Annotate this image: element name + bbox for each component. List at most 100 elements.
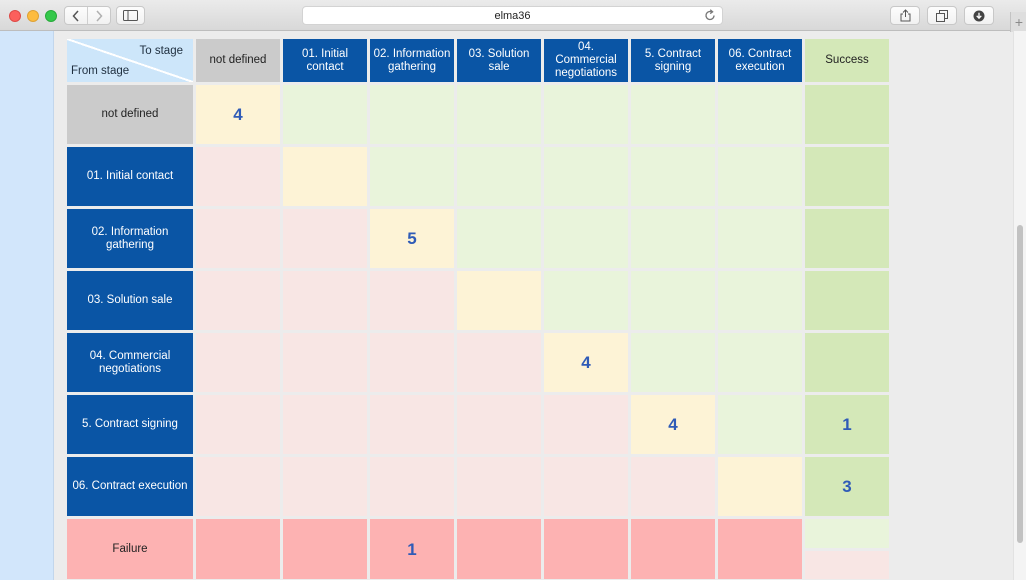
failure-cell[interactable] <box>283 519 367 579</box>
matrix-cell[interactable] <box>283 333 367 392</box>
matrix-corner-header: To stage From stage <box>67 39 193 82</box>
matrix-cell[interactable] <box>631 147 715 206</box>
matrix-cell[interactable] <box>196 333 280 392</box>
matrix-cell[interactable] <box>370 147 454 206</box>
matrix-cell[interactable] <box>718 395 802 454</box>
matrix-cell[interactable] <box>457 457 541 516</box>
matrix-cell[interactable] <box>544 147 628 206</box>
matrix-cell[interactable] <box>370 457 454 516</box>
failure-cell[interactable] <box>457 519 541 579</box>
show-tabs-button[interactable] <box>927 6 957 25</box>
matrix-cell[interactable] <box>631 457 715 516</box>
failure-cell[interactable] <box>544 519 628 579</box>
matrix-cell[interactable] <box>457 85 541 144</box>
failure-cell[interactable]: 1 <box>370 519 454 579</box>
scrollbar-thumb[interactable] <box>1017 225 1023 543</box>
from-stage-label: From stage <box>71 65 130 77</box>
row-header-failure: Failure <box>67 519 193 579</box>
matrix-cell[interactable] <box>370 85 454 144</box>
zoom-window-button[interactable] <box>45 10 57 22</box>
matrix-cell[interactable]: 4 <box>544 333 628 392</box>
matrix-cell[interactable] <box>718 147 802 206</box>
matrix-cell[interactable] <box>196 147 280 206</box>
matrix-cell[interactable] <box>196 209 280 268</box>
matrix-cell[interactable] <box>196 457 280 516</box>
address-bar[interactable]: elma36 <box>302 6 723 25</box>
matrix-cell[interactable]: 4 <box>631 395 715 454</box>
failure-cell[interactable] <box>718 519 802 579</box>
row-header: 06. Contract execution <box>67 457 193 516</box>
matrix-cell[interactable] <box>283 395 367 454</box>
left-panel <box>0 31 54 580</box>
matrix-cell[interactable]: 4 <box>196 85 280 144</box>
matrix-cell[interactable] <box>718 457 802 516</box>
success-cell[interactable]: 1 <box>805 395 889 454</box>
matrix-cell[interactable] <box>457 395 541 454</box>
failure-cell[interactable] <box>631 519 715 579</box>
matrix-cell[interactable] <box>631 85 715 144</box>
matrix-cell[interactable]: 5 <box>370 209 454 268</box>
matrix-cell[interactable] <box>718 85 802 144</box>
matrix-cell[interactable] <box>196 271 280 330</box>
plus-icon: + <box>1014 14 1024 30</box>
matrix-cell[interactable] <box>283 457 367 516</box>
matrix-cell[interactable] <box>544 85 628 144</box>
browser-toolbar: elma36 <box>0 0 1026 31</box>
column-header: 5. Contract signing <box>631 39 715 82</box>
column-header: not defined <box>196 39 280 82</box>
matrix-cell[interactable] <box>718 333 802 392</box>
transition-count: 1 <box>407 539 417 559</box>
matrix-cell[interactable] <box>457 271 541 330</box>
failure-success-cell <box>805 519 889 579</box>
matrix-cell[interactable] <box>631 209 715 268</box>
close-window-button[interactable] <box>9 10 21 22</box>
row-header: 04. Commercial negotiations <box>67 333 193 392</box>
matrix-cell[interactable] <box>370 395 454 454</box>
matrix-cell[interactable] <box>283 147 367 206</box>
transition-count: 4 <box>581 353 591 372</box>
matrix-cell[interactable] <box>283 209 367 268</box>
matrix-cell[interactable] <box>196 395 280 454</box>
matrix-cell[interactable] <box>544 457 628 516</box>
back-button[interactable] <box>65 7 87 24</box>
forward-button[interactable] <box>87 7 110 24</box>
matrix-cell[interactable] <box>370 333 454 392</box>
matrix-cell[interactable] <box>718 209 802 268</box>
success-cell[interactable] <box>805 271 889 330</box>
matrix-cell[interactable] <box>544 395 628 454</box>
matrix-cell[interactable] <box>457 209 541 268</box>
success-cell[interactable] <box>805 85 889 144</box>
reload-icon[interactable] <box>704 9 716 22</box>
matrix-cell[interactable] <box>631 333 715 392</box>
sidebar-icon <box>123 10 138 21</box>
back-icon <box>72 9 79 22</box>
sidebar-toggle-button[interactable] <box>116 6 145 25</box>
matrix-cell[interactable] <box>283 271 367 330</box>
matrix-cell[interactable] <box>718 271 802 330</box>
failure-success-lower <box>805 550 889 579</box>
column-header-success: Success <box>805 39 889 82</box>
transition-count: 4 <box>233 105 243 124</box>
transition-count: 1 <box>842 415 852 434</box>
matrix-cell[interactable] <box>370 271 454 330</box>
success-cell[interactable] <box>805 333 889 392</box>
matrix-cell[interactable] <box>631 271 715 330</box>
minimize-window-button[interactable] <box>27 10 39 22</box>
success-cell[interactable] <box>805 147 889 206</box>
share-button[interactable] <box>890 6 920 25</box>
matrix-cell[interactable] <box>457 333 541 392</box>
failure-cell[interactable] <box>196 519 280 579</box>
success-cell[interactable]: 3 <box>805 457 889 516</box>
download-icon <box>973 10 985 21</box>
matrix-cell[interactable] <box>283 85 367 144</box>
new-tab-button[interactable]: + <box>1010 12 1026 32</box>
transition-count: 3 <box>842 477 852 496</box>
matrix-cell[interactable] <box>457 147 541 206</box>
row-header: 5. Contract signing <box>67 395 193 454</box>
downloads-button[interactable] <box>964 6 994 25</box>
column-header: 03. Solution sale <box>457 39 541 82</box>
success-cell[interactable] <box>805 209 889 268</box>
history-nav <box>64 6 111 25</box>
matrix-cell[interactable] <box>544 209 628 268</box>
matrix-cell[interactable] <box>544 271 628 330</box>
